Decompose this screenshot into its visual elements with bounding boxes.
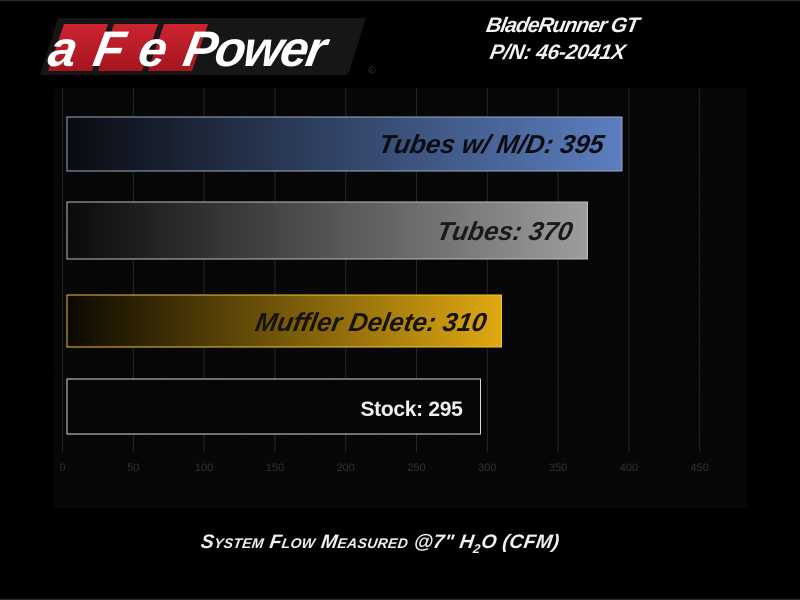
svg-text:R: R (370, 68, 373, 73)
svg-text:Power: Power (179, 20, 333, 77)
svg-text:BladeRunner GT: BladeRunner GT (485, 14, 644, 37)
svg-text:P/N: 46-2041X: P/N: 46-2041X (488, 41, 629, 64)
